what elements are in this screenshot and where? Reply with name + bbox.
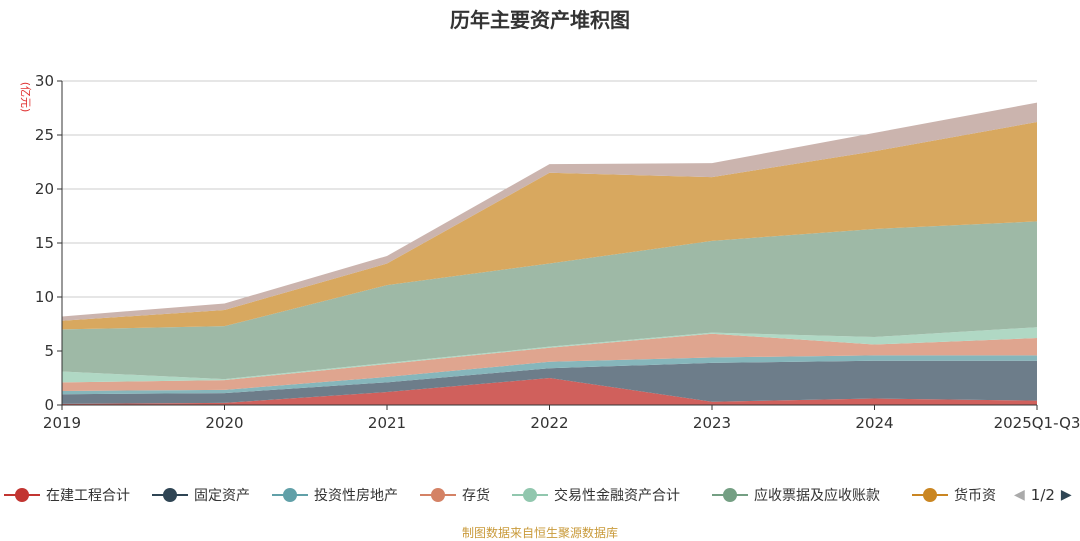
legend-label: 投资性房地产 [314, 488, 398, 504]
legend-page-label: 1/2 [1030, 486, 1055, 504]
area-货币资金 [62, 122, 1037, 330]
x-tick-label: 2023 [693, 414, 731, 432]
legend-marker-icon [512, 488, 548, 502]
legend-item[interactable]: 应收票据及应收账款 [712, 482, 880, 508]
y-tick-label: 25 [35, 126, 54, 144]
legend-item[interactable]: 交易性金融资产合计 [512, 482, 680, 508]
y-tick-label: 30 [35, 72, 54, 90]
legend-marker-icon [420, 488, 456, 502]
area-存货 [62, 333, 1037, 391]
x-tick-label: 2022 [530, 414, 568, 432]
legend-prev-page-icon[interactable]: ◀ [1014, 487, 1025, 503]
axes: 0 5 10 15 20 25 30 2019 2020 2021 2022 2023 2024 2025… [35, 72, 1080, 432]
legend-marker-icon [152, 488, 188, 502]
area-交易性金融资产合计 [62, 327, 1037, 383]
x-tick-label: 2024 [855, 414, 893, 432]
legend: ◀ 1/2 ▶ 在建工程合计 固定资产 投资性房地产 存货 交易性金融资产合计 应收票据及… [0, 482, 1080, 508]
y-tick-label: 10 [35, 288, 54, 306]
x-tick-label: 2021 [368, 414, 406, 432]
legend-next-page-icon[interactable]: ▶ [1060, 487, 1072, 503]
area-在建工程合计 [62, 378, 1037, 405]
x-tick-label: 2020 [205, 414, 243, 432]
legend-label: 交易性金融资产合计 [554, 488, 680, 504]
x-tick-label: 2019 [43, 414, 81, 432]
legend-item[interactable]: 存货 [420, 482, 490, 508]
y-tick-label: 0 [44, 396, 54, 414]
legend-pager: ◀ 1/2 ▶ [1014, 482, 1072, 508]
area-投资性房地产 [62, 355, 1037, 395]
chart-title: 历年主要资产堆积图 [450, 8, 630, 32]
area-其他 [62, 102, 1037, 321]
y-tick-label: 15 [35, 234, 54, 252]
legend-marker-icon [272, 488, 308, 502]
legend-label: 应收票据及应收账款 [754, 488, 880, 504]
legend-item[interactable]: 在建工程合计 [4, 482, 130, 508]
y-tick-label: 20 [35, 180, 54, 198]
area-应收票据及应收账款 [62, 221, 1037, 380]
stacked-area-chart: 0 5 10 15 20 25 30 2019 2020 2021 2022 2023 2024 2025… [19, 72, 1080, 432]
x-tick-label: 2025Q1-Q3 [994, 414, 1080, 432]
legend-marker-icon [912, 488, 948, 502]
legend-label: 存货 [462, 488, 490, 504]
area-固定资产 [62, 360, 1037, 404]
legend-marker-icon [4, 488, 40, 502]
data-source-footer: 制图数据来自恒生聚源数据库 [461, 526, 618, 540]
legend-item[interactable]: 固定资产 [152, 482, 250, 508]
legend-label: 货币资 [954, 488, 996, 504]
y-axis-label: (亿元) [19, 82, 32, 113]
legend-label: 在建工程合计 [46, 488, 130, 504]
area-series-group [62, 102, 1037, 405]
legend-label: 固定资产 [194, 488, 250, 504]
y-tick-label: 5 [44, 342, 54, 360]
legend-item[interactable]: 投资性房地产 [272, 482, 398, 508]
legend-item[interactable]: 货币资 [912, 482, 996, 508]
legend-marker-icon [712, 488, 748, 502]
